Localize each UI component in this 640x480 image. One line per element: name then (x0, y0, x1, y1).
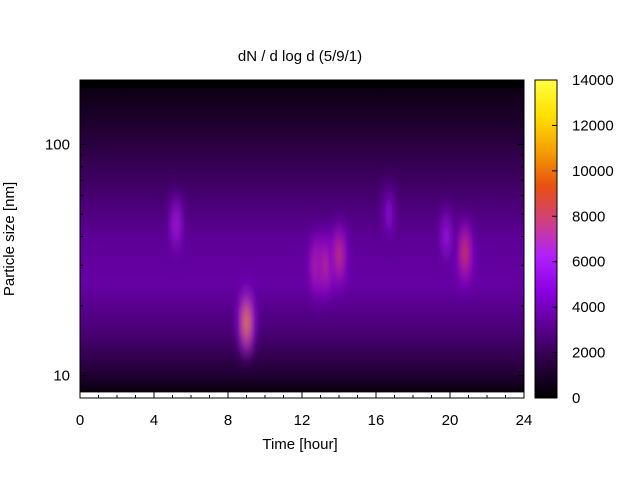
heatmap-plot (80, 80, 524, 398)
colorbar (535, 80, 557, 398)
colorbar-tick-label: 10000 (572, 163, 614, 180)
x-tick-label: 0 (76, 412, 84, 429)
x-axis: 0 4 8 12 16 20 24 (76, 80, 533, 429)
heatmap-band (80, 126, 524, 181)
heatmap-feature (172, 206, 181, 243)
colorbar-tick-label: 6000 (572, 254, 605, 271)
heatmap-band (80, 180, 524, 237)
heatmap-feature (442, 218, 451, 255)
x-tick-label: 16 (368, 412, 385, 429)
heatmap-feature (335, 237, 343, 274)
heatmap-feature (322, 247, 331, 284)
x-tick-label: 24 (516, 412, 533, 429)
colorbar-frame (534, 79, 558, 399)
colorbar-axis: 0 2000 4000 6000 8000 10000 12000 14000 (552, 72, 614, 407)
colorbar-tick-label: 4000 (572, 299, 605, 316)
colorbar-tick-label: 14000 (572, 72, 614, 89)
heatmap-band (80, 283, 524, 336)
heatmap-band (80, 85, 524, 127)
y-axis-label: Particle size [nm] (1, 182, 18, 296)
x-tick-label: 12 (294, 412, 311, 429)
heatmap-band (80, 375, 524, 393)
heatmap-feature (242, 304, 251, 341)
heatmap-features (167, 184, 474, 353)
y-tick-label: 100 (45, 136, 70, 153)
heatmap-band (80, 334, 524, 377)
y-tick-label: 10 (53, 368, 70, 385)
x-tick-label: 4 (150, 412, 158, 429)
colorbar-tick-label: 2000 (572, 345, 605, 362)
heatmap-feature (460, 234, 469, 271)
y-axis: 10 100 (45, 136, 524, 399)
chart-title: dN / d log d (5/9/1) (238, 48, 362, 65)
x-tick-label: 20 (442, 412, 459, 429)
x-tick-label: 8 (224, 412, 232, 429)
x-axis-label: Time [hour] (262, 436, 337, 453)
colorbar-tick-label: 12000 (572, 117, 614, 134)
heatmap-feature (384, 196, 393, 233)
colorbar-tick-label: 8000 (572, 208, 605, 225)
colorbar-tick-label: 0 (572, 390, 580, 407)
